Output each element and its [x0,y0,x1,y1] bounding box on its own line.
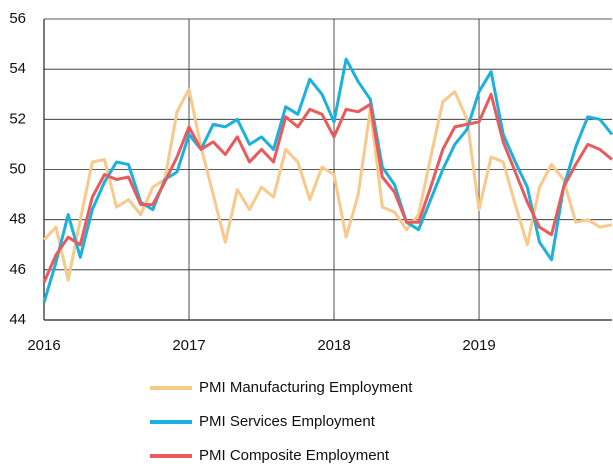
y-tick-label: 48 [9,211,26,228]
y-tick-label: 50 [9,160,26,177]
legend-label: PMI Manufacturing Employment [199,379,413,396]
legend-label: PMI Services Employment [199,413,376,430]
series-line [42,57,613,303]
x-tick-label: 2017 [172,337,205,354]
y-tick-label: 44 [9,311,26,328]
x-tick-label: 2019 [462,337,495,354]
x-tick-label: 2018 [317,337,350,354]
y-tick-label: 54 [9,60,26,77]
series-line [42,87,613,282]
x-tick-label: 2016 [27,337,60,354]
legend-label: PMI Composite Employment [199,447,390,464]
y-tick-label: 56 [9,10,26,27]
y-tick-label: 46 [9,261,26,278]
y-tick-label: 52 [9,110,26,127]
series-line [42,92,613,283]
